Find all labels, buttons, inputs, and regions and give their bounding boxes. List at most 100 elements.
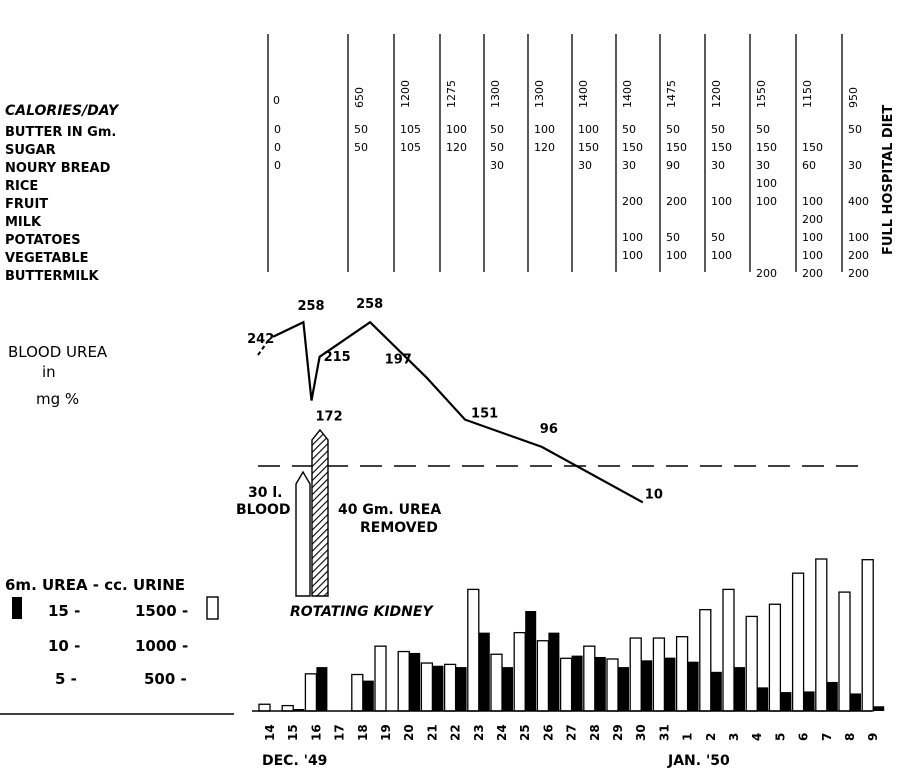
urine-bar (791, 572, 805, 712)
diet-cell-value: 100 (711, 195, 732, 208)
diet-cell-value: 100 (802, 231, 823, 244)
day-tick-label: 1 (681, 733, 695, 741)
blood-urea-labels: 242 258 172 215 258 197 151 96 10 (247, 297, 663, 502)
urea-bar (734, 667, 745, 711)
urea-bar (641, 660, 653, 711)
legend-urine-swatch (206, 596, 219, 620)
diet-cell-value: 200 (802, 267, 823, 280)
urine-bar (467, 588, 480, 712)
diet-cell-value: 150 (578, 141, 599, 154)
diet-cell-value: 100 (622, 231, 643, 244)
urine-bar (699, 609, 712, 712)
blood-urea-label-unit: mg % (36, 390, 79, 408)
blood-urea-value-label: 242 (247, 332, 274, 347)
urine-bar (281, 704, 294, 712)
urea-bar (664, 657, 676, 711)
urine-bar (606, 658, 619, 712)
blood-urea-value-label: 197 (385, 353, 412, 368)
blood-urea-value-label: 96 (540, 422, 558, 437)
legend-urine-tick-1000: 1000 - (135, 637, 188, 655)
row-label-butter: BUTTER IN Gm. (5, 125, 116, 140)
blood-volume-arrow (295, 470, 311, 597)
day-tick-label: 14 (263, 724, 277, 741)
diet-cell-value: 50 (354, 141, 368, 154)
diet-cell-value: 200 (666, 195, 687, 208)
legend-urine-tick-500: 500 - (144, 670, 187, 688)
calories-value: 650 (353, 87, 366, 108)
row-label-potatoes: POTATOES (5, 233, 81, 248)
urea-removed-text-2: REMOVED (360, 520, 438, 536)
urine-bar (675, 636, 689, 712)
urea-bar (710, 671, 722, 711)
dialysis-annotation: 30 l. BLOOD 40 Gm. UREA REMOVED ROTATING… (236, 428, 441, 620)
legend-urea-tick-15: 15 - (48, 602, 80, 620)
row-label-vegetable: VEGETABLE (5, 251, 88, 266)
legend-urea-tick-10: 10 - (48, 637, 80, 655)
day-tick-label: 31 (657, 724, 671, 741)
blood-urea-value-label: 215 (324, 350, 351, 365)
diet-cell-value: 150 (756, 141, 777, 154)
bars (258, 558, 885, 712)
diet-cell-value: 100 (756, 177, 777, 190)
diet-cell-value: 90 (666, 159, 680, 172)
diet-column-dividers (267, 34, 843, 272)
urea-bar (780, 692, 792, 711)
urea-bar (316, 667, 328, 711)
calories-value: 0 (273, 94, 280, 107)
diet-cell-value: 105 (400, 123, 421, 136)
urine-bar (583, 645, 596, 712)
urea-bar (455, 667, 467, 711)
day-tick-label: 20 (402, 724, 416, 741)
day-tick-label: 26 (541, 724, 555, 741)
diet-cell-value: 200 (848, 249, 869, 262)
diet-cell-value: 150 (802, 141, 823, 154)
urine-bar (768, 603, 782, 712)
blood-label-text: BLOOD (236, 502, 291, 518)
urea-bar (873, 706, 885, 711)
day-tick-label: 27 (565, 724, 579, 741)
day-tick-label: 15 (286, 724, 300, 741)
day-tick-label: 3 (727, 733, 741, 741)
day-tick-label: 28 (588, 724, 602, 741)
diet-cell-value: 50 (666, 123, 680, 136)
urea-bar (757, 687, 769, 711)
diet-cell-value: 100 (756, 195, 777, 208)
day-tick-label: 6 (797, 733, 811, 741)
day-tick-label: 30 (634, 724, 648, 741)
day-tick-label: 9 (866, 733, 880, 741)
day-tick-label: 4 (750, 733, 764, 741)
day-tick-labels: 14 15 16 17 18 19 20 21 22 23 24 25 26 27 28 29 30 31 1 2 3 4… (263, 724, 880, 741)
month-label-jan-50: JAN. '50 (667, 753, 730, 769)
diet-cell-value: 120 (534, 141, 555, 154)
day-tick-label: 18 (356, 724, 370, 741)
diet-cell-value: 0 (274, 141, 281, 154)
urea-bar (293, 708, 305, 711)
diet-cell-value: 30 (711, 159, 725, 172)
diet-cell-value: 50 (490, 141, 504, 154)
calories-value: 950 (847, 87, 860, 108)
diet-cell-value: 50 (756, 123, 770, 136)
urine-bar (861, 559, 874, 712)
urine-bar (559, 657, 573, 712)
day-tick-label: 8 (843, 733, 857, 741)
calories-value: 1400 (621, 80, 634, 108)
urea-bar (594, 656, 606, 711)
diet-cell-value: 50 (711, 231, 725, 244)
legend-urea-tick-5: 5 - (55, 670, 77, 688)
diet-cell-value: 50 (490, 123, 504, 136)
diet-cell-value: 100 (534, 123, 555, 136)
calories-value: 1200 (710, 80, 723, 108)
urine-bar (374, 645, 387, 712)
day-tick-label: 22 (449, 724, 463, 741)
row-label-milk: MILK (5, 215, 42, 230)
row-label-buttermilk: BUTTERMILK (5, 269, 99, 284)
diet-cell-value: 100 (622, 249, 643, 262)
blood-urea-label: BLOOD UREA (8, 343, 108, 361)
diet-values: 0 0 0 0 650 50 50 1200 105 105 1275 100 120 1300 50 50 3… (273, 80, 869, 280)
day-tick-label: 17 (333, 724, 347, 741)
urine-bar (258, 703, 271, 712)
urea-bar (362, 680, 374, 711)
urine-bar (351, 673, 364, 712)
calories-value: 1475 (665, 80, 678, 108)
